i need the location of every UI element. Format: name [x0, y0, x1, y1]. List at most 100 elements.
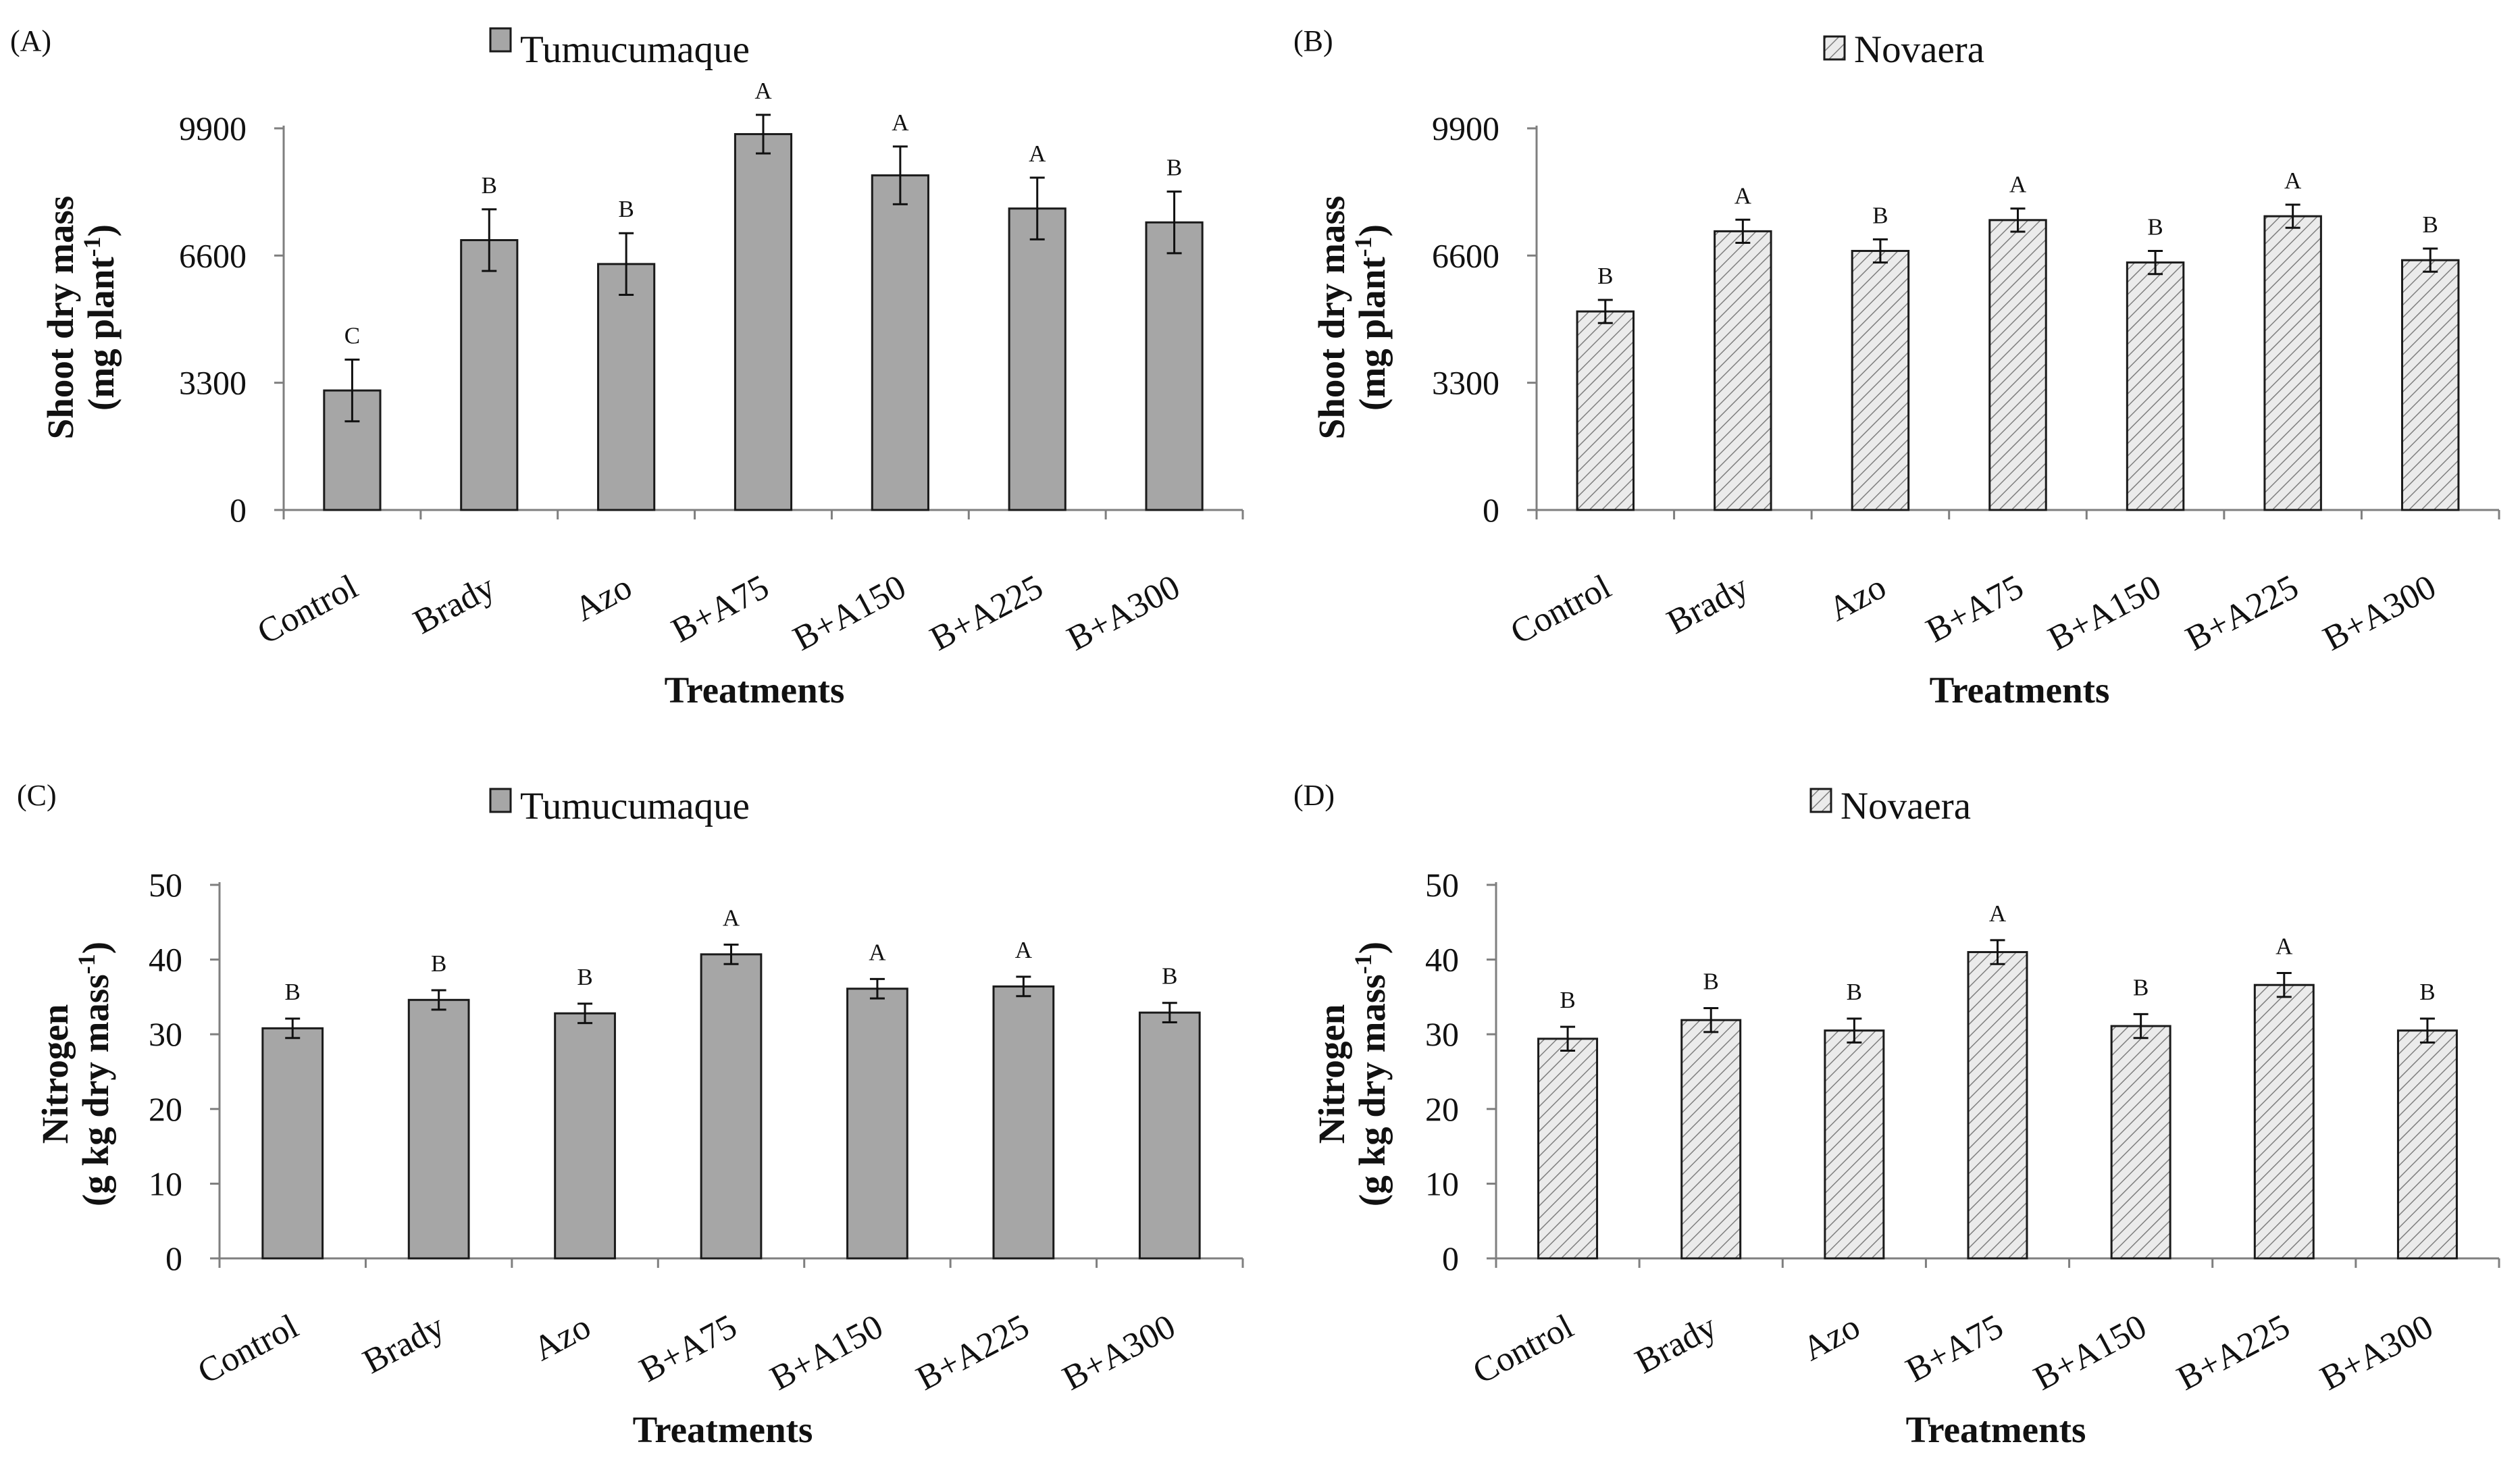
x-category-label: Brady: [1661, 567, 1755, 642]
bar-control: [323, 389, 382, 511]
x-category-label: B+A75: [1900, 1307, 2009, 1389]
bar-b-a300: [2400, 259, 2460, 511]
significance-letter: B: [2419, 979, 2435, 1005]
bar-control: [1537, 1038, 1599, 1260]
significance-letter: C: [344, 322, 360, 349]
bar-b-a225: [1008, 207, 1066, 511]
bar-azo: [1824, 1029, 1885, 1260]
y-tick-label: 20: [149, 1090, 182, 1128]
x-category-label: B+A150: [764, 1307, 889, 1398]
y-axis-title: Nitrogen: [1311, 1004, 1352, 1144]
y-axis-unit: (mg plant-1): [78, 224, 122, 411]
significance-letter: B: [2423, 211, 2438, 238]
x-category-label: B+A75: [634, 1307, 743, 1389]
significance-letter: A: [869, 939, 886, 965]
y-axis-unit: (mg plant-1): [1349, 224, 1393, 411]
bar-control: [261, 1027, 324, 1260]
bar-azo: [554, 1012, 616, 1260]
bar-brady: [1714, 230, 1772, 511]
bar-b-a300: [1145, 221, 1204, 511]
y-tick-label: 9900: [1432, 109, 1499, 147]
x-category-label: B+A75: [665, 567, 775, 650]
significance-letter: B: [1166, 155, 1182, 181]
bar-b-a150: [2126, 261, 2185, 511]
significance-letter: B: [285, 979, 301, 1005]
y-tick-label: 20: [1425, 1090, 1459, 1128]
x-category-label: Brady: [407, 567, 501, 642]
legend-swatch: [489, 788, 512, 813]
panel-label: (D): [1293, 779, 1335, 812]
x-category-label: B+A300: [1061, 567, 1186, 659]
y-tick-label: 10: [149, 1164, 182, 1202]
y-tick-label: 0: [165, 1239, 182, 1277]
significance-letter: B: [1560, 987, 1575, 1013]
y-tick-label: 50: [1425, 866, 1459, 904]
legend-swatch: [1823, 35, 1846, 61]
x-axis-title: Treatments: [1930, 669, 2110, 711]
y-tick-label: 40: [1425, 941, 1459, 979]
significance-letter: A: [2284, 168, 2302, 194]
chart-panel-b: (B) Novaera 0 3300 6600 9900 B Control A Brady B Az…: [1293, 24, 2500, 711]
y-tick-label: 50: [149, 866, 182, 904]
significance-letter: A: [892, 109, 909, 136]
bar-b-a75: [1988, 219, 2047, 511]
significance-letter: B: [2133, 974, 2149, 1000]
y-tick-label: 9900: [179, 109, 247, 147]
y-tick-label: 3300: [179, 364, 247, 402]
x-axis-title: Treatments: [633, 1409, 813, 1450]
x-category-label: B+A300: [1056, 1307, 1181, 1398]
significance-letter: A: [1029, 140, 1046, 167]
x-category-label: Control: [1504, 567, 1617, 652]
bar-b-a300: [1138, 1011, 1201, 1260]
bar-b-a75: [734, 133, 793, 511]
significance-letter: A: [2009, 172, 2027, 198]
bar-b-a225: [2253, 983, 2315, 1260]
significance-letter: B: [431, 950, 446, 977]
bar-brady: [407, 998, 470, 1260]
x-category-label: B+A300: [2314, 1307, 2439, 1398]
x-category-label: Control: [251, 567, 364, 652]
bar-brady: [1680, 1019, 1742, 1260]
y-axis-title: Nitrogen: [34, 1004, 76, 1144]
x-category-label: Azo: [527, 1307, 596, 1368]
y-tick-label: 6600: [179, 236, 247, 274]
bar-b-a150: [846, 988, 908, 1260]
x-category-label: B+A300: [2317, 567, 2442, 659]
x-category-label: B+A150: [2028, 1307, 2153, 1398]
significance-letter: B: [1847, 979, 1862, 1005]
bar-b-a150: [2110, 1025, 2171, 1260]
x-category-label: B+A150: [787, 567, 912, 659]
x-category-label: Azo: [1797, 1307, 1866, 1368]
significance-letter: A: [723, 904, 740, 931]
y-tick-label: 10: [1425, 1164, 1459, 1202]
bar-b-a300: [2396, 1029, 2458, 1260]
y-tick-label: 30: [1425, 1015, 1459, 1053]
y-tick-label: 0: [230, 491, 247, 529]
y-tick-label: 6600: [1432, 236, 1499, 274]
x-category-label: Azo: [569, 567, 638, 629]
chart-panel-d: (D) Novaera 0 10 20 30 40 50 B Control B Brady B Azo A…: [1293, 779, 2500, 1450]
y-axis-title: Shoot dry mass: [40, 196, 81, 440]
x-category-label: Brady: [1629, 1307, 1723, 1381]
x-category-label: B+A150: [2042, 567, 2167, 659]
significance-letter: A: [754, 78, 772, 104]
legend-label: Tumucumaque: [520, 28, 750, 71]
panel-label: (C): [17, 779, 57, 812]
significance-letter: B: [1872, 202, 1888, 228]
x-category-label: Control: [192, 1307, 305, 1391]
y-tick-label: 0: [1483, 491, 1499, 529]
significance-letter: B: [482, 172, 497, 199]
significance-letter: B: [618, 196, 634, 222]
bar-azo: [1851, 249, 1910, 511]
chart-panel-c: (C) Tumucumaque 0 10 20 30 40 50 B Control B Brady B…: [17, 779, 1244, 1450]
significance-letter: B: [577, 964, 592, 990]
y-tick-label: 3300: [1432, 364, 1499, 402]
y-axis-unit: (g kg dry mass-1): [1349, 942, 1393, 1206]
bar-b-a150: [871, 174, 929, 511]
panel-label: (A): [10, 24, 51, 57]
significance-letter: A: [1734, 182, 1752, 209]
significance-letter: B: [1703, 968, 1719, 994]
legend-label: Novaera: [1854, 28, 1984, 71]
significance-letter: A: [2275, 933, 2293, 960]
x-category-label: B+A225: [924, 567, 1049, 659]
